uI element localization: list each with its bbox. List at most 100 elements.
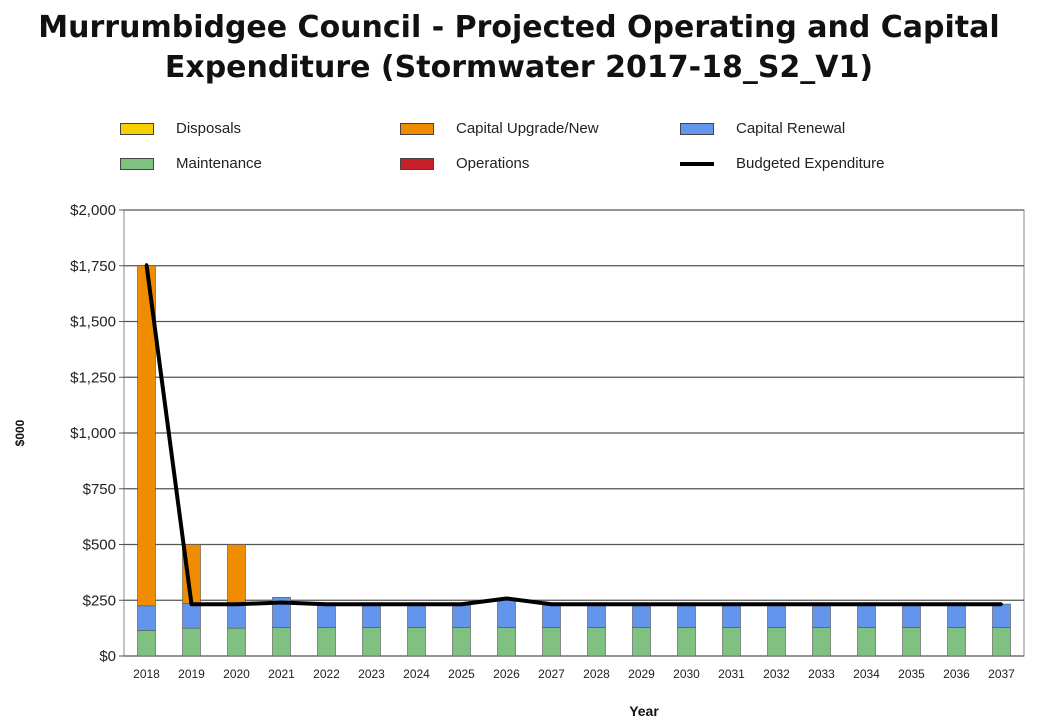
bar-capital-renewal-2022 bbox=[317, 604, 336, 628]
legend-swatch bbox=[680, 122, 714, 135]
bar-capital-renewal-2029 bbox=[632, 604, 651, 628]
x-tick-label: 2024 bbox=[403, 667, 430, 681]
bar-capital-renewal-2028 bbox=[587, 604, 606, 628]
bar-maintenance-2019 bbox=[182, 627, 201, 657]
bar-maintenance-2036 bbox=[947, 627, 966, 657]
point-budgeted-expenditure-2025 bbox=[460, 602, 463, 606]
chart-title-line-1: Murrumbidgee Council - Projected Operati… bbox=[38, 10, 1000, 45]
point-budgeted-expenditure-2033 bbox=[820, 602, 823, 606]
bar-maintenance-2022 bbox=[317, 627, 336, 657]
bar-maintenance-2029 bbox=[632, 627, 651, 657]
legend-item-operations: Operations bbox=[400, 155, 529, 172]
point-budgeted-expenditure-2027 bbox=[550, 602, 553, 606]
bar-maintenance-2024 bbox=[407, 627, 426, 657]
bar-capital-upgrade-new-2020 bbox=[227, 544, 246, 604]
x-tick-label: 2025 bbox=[448, 667, 475, 681]
x-tick-label: 2019 bbox=[178, 667, 205, 681]
y-tick-label: $250 bbox=[83, 592, 116, 609]
legend-label: Capital Renewal bbox=[736, 120, 846, 137]
bar-maintenance-2031 bbox=[722, 627, 741, 657]
y-tick-label: $500 bbox=[83, 537, 116, 554]
point-budgeted-expenditure-2021 bbox=[280, 600, 283, 604]
bar-capital-renewal-2035 bbox=[902, 604, 921, 628]
legend-item-capital-renewal: Capital Renewal bbox=[680, 120, 845, 137]
point-budgeted-expenditure-2023 bbox=[370, 602, 373, 606]
x-tick-label: 2026 bbox=[493, 667, 520, 681]
bar-capital-renewal-2020 bbox=[227, 603, 246, 629]
bar-capital-renewal-2037 bbox=[992, 603, 1011, 628]
legend-label: Budgeted Expenditure bbox=[736, 155, 885, 172]
legend-label: Maintenance bbox=[176, 155, 262, 172]
x-tick-label: 2029 bbox=[628, 667, 655, 681]
bar-capital-renewal-2019 bbox=[182, 603, 201, 629]
bar-maintenance-2020 bbox=[227, 627, 246, 657]
bar-maintenance-2021 bbox=[272, 627, 291, 657]
bar-capital-renewal-2027 bbox=[542, 604, 561, 628]
bar-capital-renewal-2030 bbox=[677, 604, 696, 628]
point-budgeted-expenditure-2018 bbox=[145, 263, 148, 267]
legend-swatch bbox=[120, 122, 154, 135]
x-tick-label: 2027 bbox=[538, 667, 565, 681]
legend-swatch bbox=[400, 157, 434, 170]
legend-item-maintenance: Maintenance bbox=[120, 155, 262, 172]
point-budgeted-expenditure-2028 bbox=[595, 602, 598, 606]
bar-maintenance-2032 bbox=[767, 627, 786, 657]
point-budgeted-expenditure-2022 bbox=[325, 602, 328, 606]
y-tick-label: $2,000 bbox=[70, 202, 116, 219]
chart-title: Murrumbidgee Council - Projected Operati… bbox=[0, 8, 1038, 88]
y-tick-label: $1,000 bbox=[70, 425, 116, 442]
bar-maintenance-2034 bbox=[857, 627, 876, 657]
point-budgeted-expenditure-2032 bbox=[775, 602, 778, 606]
line-budgeted-expenditure bbox=[144, 264, 1002, 607]
x-tick-label: 2028 bbox=[583, 667, 610, 681]
x-tick-label: 2036 bbox=[943, 667, 970, 681]
bar-maintenance-2027 bbox=[542, 627, 561, 657]
legend-label: Capital Upgrade/New bbox=[456, 120, 599, 137]
point-budgeted-expenditure-2029 bbox=[640, 602, 643, 606]
point-budgeted-expenditure-2036 bbox=[955, 602, 958, 606]
x-tick-label: 2022 bbox=[313, 667, 340, 681]
y-tick-label: $0 bbox=[99, 648, 116, 665]
legend-item-budgeted-expenditure: Budgeted Expenditure bbox=[680, 155, 884, 172]
bar-maintenance-2035 bbox=[902, 627, 921, 657]
x-tick-label: 2037 bbox=[988, 667, 1015, 681]
bar-capital-renewal-2026 bbox=[497, 598, 516, 628]
point-budgeted-expenditure-2020 bbox=[235, 602, 238, 606]
point-budgeted-expenditure-2026 bbox=[505, 596, 508, 600]
point-budgeted-expenditure-2035 bbox=[910, 602, 913, 606]
x-tick-label: 2021 bbox=[268, 667, 295, 681]
x-tick-label: 2032 bbox=[763, 667, 790, 681]
bar-capital-renewal-2031 bbox=[722, 604, 741, 628]
x-tick-label: 2023 bbox=[358, 667, 385, 681]
point-budgeted-expenditure-2034 bbox=[865, 602, 868, 606]
point-budgeted-expenditure-2037 bbox=[1000, 602, 1003, 606]
bar-maintenance-2018 bbox=[137, 630, 156, 657]
bar-maintenance-2033 bbox=[812, 627, 831, 657]
bar-maintenance-2026 bbox=[497, 627, 516, 657]
point-budgeted-expenditure-2024 bbox=[415, 602, 418, 606]
x-tick-label: 2033 bbox=[808, 667, 835, 681]
bar-capital-renewal-2018 bbox=[137, 605, 156, 631]
legend-swatch bbox=[400, 122, 434, 135]
legend: Disposals Capital Upgrade/New Capital Rene… bbox=[0, 0, 1038, 200]
bar-capital-renewal-2025 bbox=[452, 604, 471, 628]
x-tick-label: 2034 bbox=[853, 667, 880, 681]
legend-swatch bbox=[680, 161, 714, 166]
point-budgeted-expenditure-2031 bbox=[730, 602, 733, 606]
point-budgeted-expenditure-2019 bbox=[190, 602, 193, 606]
chart-title-line-2: Expenditure (Stormwater 2017-18_S2_V1) bbox=[164, 50, 874, 85]
bar-maintenance-2025 bbox=[452, 627, 471, 657]
y-tick-label: $750 bbox=[83, 481, 116, 498]
bar-maintenance-2030 bbox=[677, 627, 696, 657]
x-tick-label: 2030 bbox=[673, 667, 700, 681]
bar-capital-renewal-2034 bbox=[857, 604, 876, 628]
y-tick-label: $1,750 bbox=[70, 258, 116, 275]
legend-swatch bbox=[120, 157, 154, 170]
x-axis-label: Year bbox=[629, 703, 659, 719]
bar-capital-renewal-2033 bbox=[812, 604, 831, 628]
legend-label: Disposals bbox=[176, 120, 242, 137]
x-tick-label: 2035 bbox=[898, 667, 925, 681]
x-tick-label: 2031 bbox=[718, 667, 745, 681]
bar-capital-renewal-2021 bbox=[272, 597, 291, 628]
